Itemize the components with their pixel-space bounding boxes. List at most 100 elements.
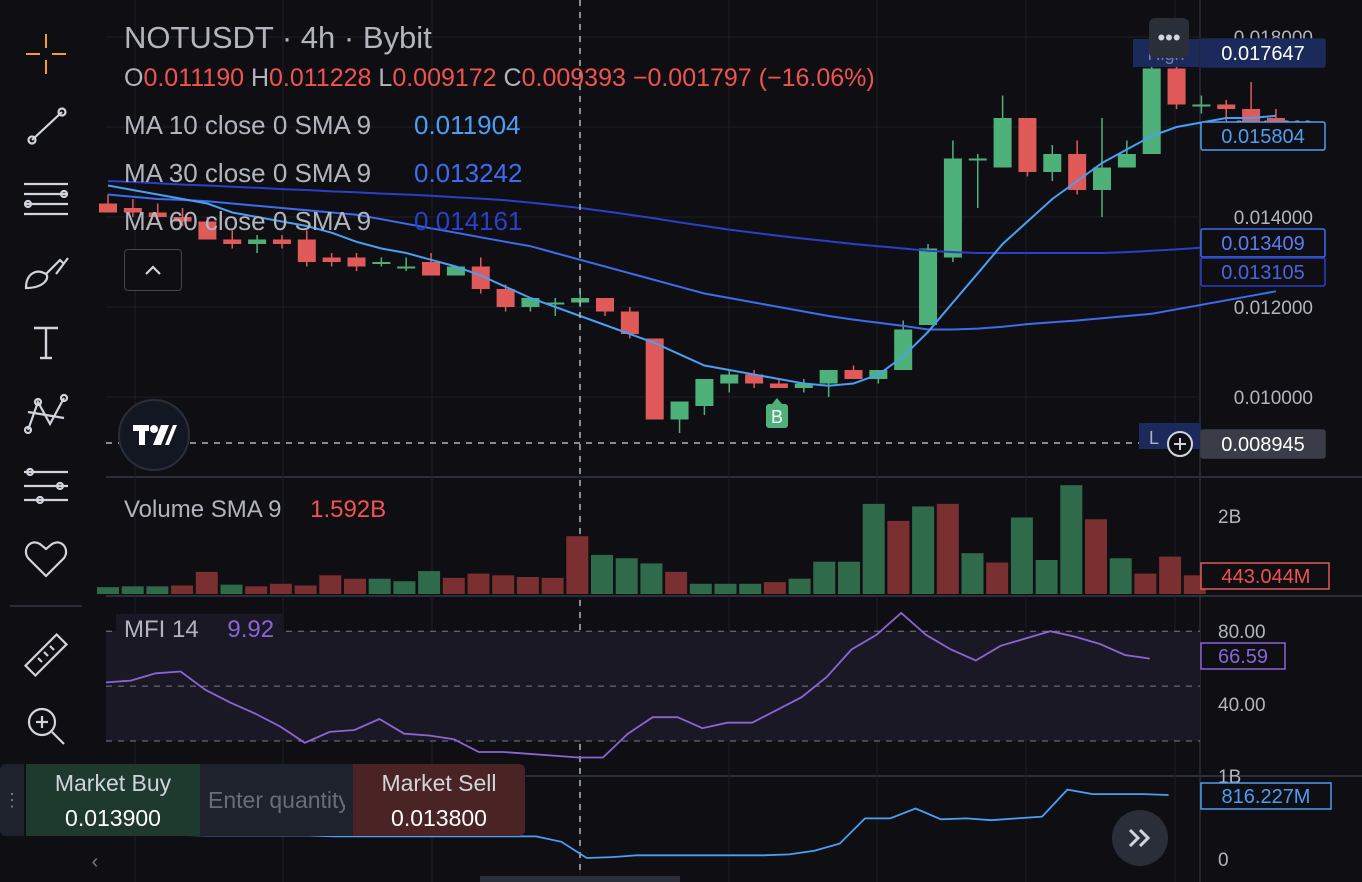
toolbar-divider	[10, 605, 82, 607]
text-tool-icon[interactable]	[18, 314, 74, 370]
bottom-last-tag: 816.227M	[1222, 786, 1311, 808]
ma10-price-tag: 0.015804	[1221, 126, 1304, 148]
symbol-title[interactable]: NOTUSDT · 4h · Bybit	[124, 20, 432, 55]
candle-body	[123, 208, 142, 213]
tradingview-logo[interactable]	[118, 399, 190, 471]
candle-body	[1242, 109, 1261, 123]
volume-bar	[121, 586, 144, 594]
ma10-price-tag-box	[1200, 121, 1326, 151]
volume-bar	[813, 561, 836, 594]
quantity-input[interactable]	[200, 764, 353, 836]
volume-bar	[986, 562, 1009, 594]
ma60-price-tag-box	[1200, 257, 1326, 287]
candle-body	[943, 158, 962, 258]
volume-bar	[739, 583, 762, 594]
candle-body	[198, 221, 217, 240]
volume-bar	[665, 571, 688, 594]
trend-line-icon[interactable]	[18, 98, 74, 154]
volume-bar	[1035, 560, 1058, 594]
ruler-icon[interactable]	[18, 628, 74, 684]
volume-bar	[961, 553, 984, 594]
heart-icon[interactable]	[18, 530, 74, 586]
ma60-legend[interactable]: MA 60 close 0 SMA 9 0.014161	[124, 206, 522, 237]
volume-legend[interactable]: Volume SMA 9 1.592B	[124, 496, 386, 524]
candle-body	[248, 239, 267, 244]
horizontal-scrollbar	[480, 876, 680, 882]
candle-body	[372, 262, 391, 264]
volume-bar	[714, 583, 737, 594]
volume-bar	[887, 520, 910, 594]
market-buy-price: 0.013900	[65, 805, 161, 831]
mfi-tick-label: 80.00	[1218, 622, 1266, 643]
high-price-tag-box	[1200, 38, 1326, 68]
zoom-in-icon[interactable]	[18, 698, 74, 754]
more-options-button[interactable]: •••	[1149, 18, 1189, 58]
candle-body	[99, 203, 117, 213]
volume-bar	[1010, 517, 1033, 594]
candle-body	[720, 374, 739, 384]
volume-bar	[368, 578, 391, 594]
candle-body	[397, 266, 416, 269]
volume-bar	[269, 583, 292, 594]
candle-body	[1217, 104, 1236, 109]
scroll-to-realtime-button[interactable]	[1112, 810, 1168, 866]
ma60-value: 0.014161	[414, 206, 523, 236]
low-value: 0.009172	[392, 64, 497, 92]
candle-body	[769, 383, 788, 388]
volume-bar	[1060, 485, 1083, 594]
buy-marker-label: B	[771, 407, 783, 427]
fib-retracement-icon[interactable]	[18, 170, 74, 226]
candle-body	[223, 239, 242, 244]
pattern-icon[interactable]	[18, 386, 74, 442]
volume-bar	[467, 573, 490, 594]
high-value: 0.011228	[269, 64, 372, 92]
candle-body	[173, 217, 192, 222]
volume-bar	[566, 536, 589, 594]
volume-bar	[788, 578, 811, 594]
mfi-line	[105, 611, 1150, 759]
volume-tag-box	[1200, 562, 1330, 590]
price-tick-label: 0.012000	[1234, 298, 1313, 319]
candle-body	[471, 266, 490, 289]
volume-bar	[862, 503, 885, 594]
drag-handle-icon[interactable]: ⋮	[0, 764, 24, 836]
candle-body	[422, 262, 441, 276]
volume-bar	[146, 586, 169, 594]
open-value: 0.011190	[143, 64, 245, 92]
ma10-legend[interactable]: MA 10 close 0 SMA 9 0.011904	[124, 110, 521, 141]
market-sell-button[interactable]: Market Sell 0.013800	[353, 764, 525, 836]
open-label: O	[124, 64, 144, 92]
mfi-legend[interactable]: MFI 14 9.92	[116, 614, 283, 646]
market-buy-button[interactable]: Market Buy 0.013900	[26, 764, 200, 836]
volume-label: Volume SMA 9	[124, 496, 282, 523]
candle-body	[1142, 68, 1161, 154]
mfi-tag-box	[1200, 642, 1286, 670]
volume-bar	[294, 585, 317, 594]
candle-body	[1117, 154, 1136, 168]
volume-bar	[640, 563, 663, 594]
scroll-left-arrow: ‹	[92, 851, 99, 873]
mfi-last-tag: 66.59	[1218, 646, 1268, 668]
candle-body	[1018, 118, 1037, 172]
crosshair-icon[interactable]	[18, 26, 74, 82]
candle-body	[446, 266, 465, 276]
brush-icon[interactable]	[18, 242, 74, 298]
crosshair-price-tag: 0.008945	[1221, 434, 1304, 456]
chevron-up-icon	[145, 265, 161, 275]
candle-body	[794, 383, 813, 388]
ma30-legend[interactable]: MA 30 close 0 SMA 9 0.013242	[124, 158, 522, 189]
change-value: −0.001797 (−16.06%)	[632, 64, 875, 92]
volume-value: 1.592B	[310, 496, 387, 523]
candle-body	[1167, 68, 1186, 105]
forecast-icon[interactable]	[18, 458, 74, 514]
ma30-line	[107, 193, 1277, 331]
candle-body	[148, 212, 167, 217]
drawing-toolbar	[0, 0, 92, 882]
candle-body	[347, 257, 366, 267]
collapse-legend-button[interactable]	[124, 249, 182, 291]
volume-bar	[245, 586, 268, 594]
low-label: L	[378, 64, 393, 92]
candle-body	[695, 379, 714, 406]
candle-body	[670, 401, 689, 420]
